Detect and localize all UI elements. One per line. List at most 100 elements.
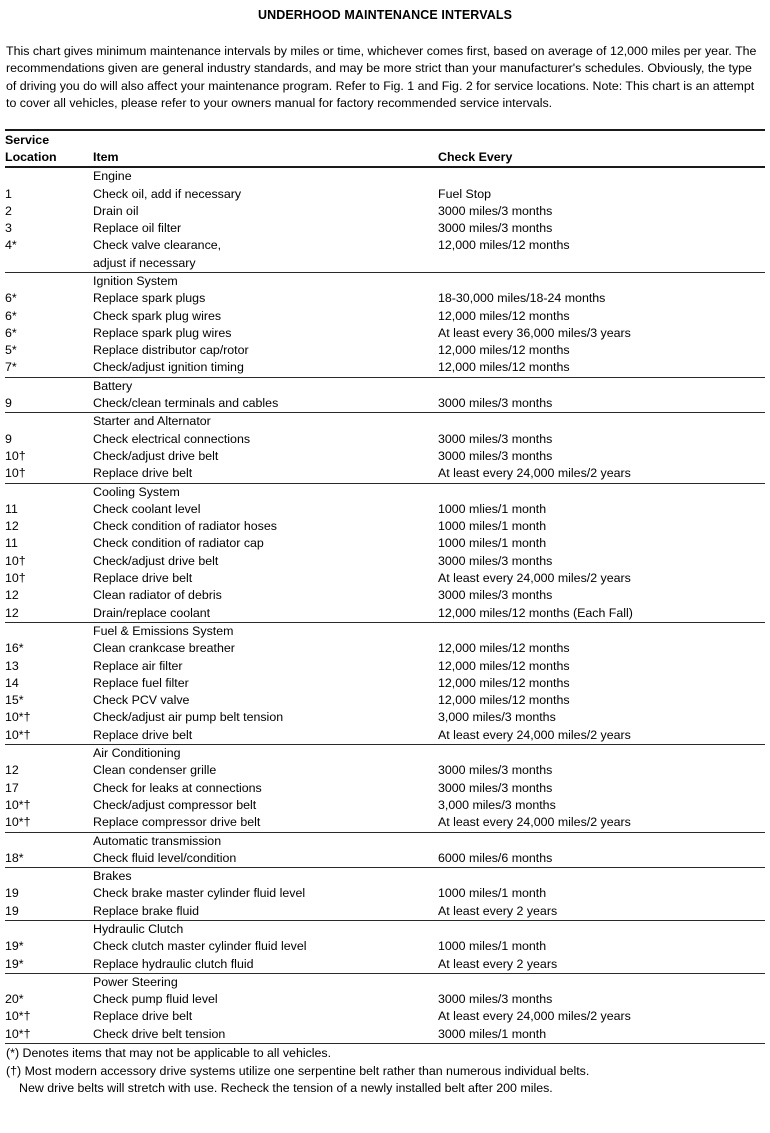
cell-service-location: 19* bbox=[5, 956, 24, 971]
section-name: Fuel & Emissions System bbox=[93, 623, 234, 638]
cell-check-every: Fuel Stop bbox=[438, 186, 492, 201]
cell-service-location: 10† bbox=[5, 553, 26, 568]
cell-item: Check spark plug wires bbox=[93, 308, 222, 323]
section-name: Engine bbox=[93, 169, 132, 184]
table-row: 17 Check for leaks at connections 3000 mil… bbox=[5, 780, 765, 797]
cell-service-location: 18* bbox=[5, 850, 24, 865]
table-row: 10*† Check/adjust compressor belt 3,000 mi… bbox=[5, 797, 765, 814]
cell-item: Drain oil bbox=[93, 203, 139, 218]
cell-item: Replace drive belt bbox=[93, 727, 193, 742]
table-row: 10*† Check/adjust air pump belt tension 3,… bbox=[5, 709, 765, 726]
cell-check-every: 3000 miles/3 months bbox=[438, 992, 553, 1007]
footnote-dagger: (†) Most modern accessory drive systems … bbox=[6, 1063, 765, 1098]
cell-item: Drain/replace coolant bbox=[93, 605, 211, 620]
cell-service-location: 10*† bbox=[5, 727, 31, 742]
section-divider-rule bbox=[5, 744, 765, 746]
cell-service-location: 17 bbox=[5, 780, 19, 795]
cell-service-location: 6* bbox=[5, 308, 17, 323]
cell-check-every: 3,000 miles/3 months bbox=[438, 710, 556, 725]
cell-check-every: 1000 mlies/1 month bbox=[438, 501, 547, 516]
cell-item: Replace spark plugs bbox=[93, 291, 206, 306]
cell-item: Replace drive belt bbox=[93, 1009, 193, 1024]
cell-item: Check PCV valve bbox=[93, 693, 190, 708]
cell-service-location: 3 bbox=[5, 221, 12, 236]
column-header-location-line1: Service bbox=[5, 132, 50, 147]
cell-check-every: 3000 miles/3 months bbox=[438, 396, 553, 411]
table-row: 16* Clean crankcase breather 12,000 miles/… bbox=[5, 640, 765, 657]
cell-service-location: 12 bbox=[5, 763, 19, 778]
cell-service-location: 14 bbox=[5, 675, 19, 690]
table-row: 10*† Check drive belt tension 3000 miles/1… bbox=[5, 1026, 765, 1044]
cell-check-every: At least every 2 years bbox=[438, 956, 558, 971]
cell-service-location: 10*† bbox=[5, 797, 31, 812]
cell-item: Replace air filter bbox=[93, 658, 183, 673]
cell-service-location: 15* bbox=[5, 693, 24, 708]
section-header-row: Brakes bbox=[5, 868, 765, 885]
table-row: 10† Replace drive belt At least every 24,0… bbox=[5, 570, 765, 587]
section-header-row: Air Conditioning bbox=[5, 745, 765, 762]
cell-check-every: 3000 miles/3 months bbox=[438, 763, 553, 778]
table-row: 18* Check fluid level/condition 6000 miles… bbox=[5, 850, 765, 868]
cell-check-every: 1000 miles/1 month bbox=[438, 886, 547, 901]
cell-check-every: At least every 24,000 miles/2 years bbox=[438, 815, 631, 830]
cell-service-location: 12 bbox=[5, 519, 19, 534]
cell-service-location: 10*† bbox=[5, 1026, 31, 1041]
table-row: 10† Check/adjust drive belt 3000 miles/3 m… bbox=[5, 448, 765, 465]
section-divider-rule bbox=[5, 622, 765, 623]
cell-check-every: 12,000 miles/12 months bbox=[438, 641, 570, 656]
cell-check-every: 12,000 miles/12 months bbox=[438, 360, 570, 375]
table-row: 9 Check/clean terminals and cables 3000 mi… bbox=[5, 395, 765, 413]
column-header-location-line2: Location bbox=[5, 149, 57, 164]
section-name: Starter and Alternator bbox=[93, 414, 211, 429]
table-row: 11 Check coolant level 1000 mlies/1 month bbox=[5, 501, 765, 518]
cell-service-location: 12 bbox=[5, 588, 19, 603]
cell-item: Check clutch master cylinder fluid level bbox=[93, 939, 307, 954]
cell-check-every: 12,000 miles/12 months bbox=[438, 675, 570, 690]
cell-service-location: 5* bbox=[5, 343, 17, 358]
cell-item: Clean radiator of debris bbox=[93, 588, 222, 603]
table-row: 19 Check brake master cylinder fluid leve… bbox=[5, 885, 765, 902]
section-header-row: Power Steering bbox=[5, 974, 765, 991]
cell-item: Check oil, add if necessary bbox=[93, 186, 242, 201]
table-row: 1 Check oil, add if necessary Fuel Stop bbox=[5, 186, 765, 203]
page-title: UNDERHOOD MAINTENANCE INTERVALS bbox=[257, 8, 513, 22]
cell-service-location: 13 bbox=[5, 658, 19, 673]
cell-check-every: 3000 miles/3 months bbox=[438, 553, 553, 568]
cell-check-every: At least every 36,000 miles/3 years bbox=[438, 325, 631, 340]
section-header-row: Automatic transmission bbox=[5, 833, 765, 850]
table-row: 12 Clean condenser grille 3000 miles/3 mon… bbox=[5, 762, 765, 779]
cell-item: Check drive belt tension bbox=[93, 1026, 226, 1041]
cell-check-every: 3000 miles/3 months bbox=[438, 203, 553, 218]
cell-service-location: 4* bbox=[5, 238, 17, 253]
cell-check-every: At least every 24,000 miles/2 years bbox=[438, 1009, 631, 1024]
section-header-row: Starter and Alternator bbox=[5, 413, 765, 430]
section-header-row: Hydraulic Clutch bbox=[5, 921, 765, 938]
cell-item: Check/adjust drive belt bbox=[93, 448, 219, 463]
table-row: 19 Replace brake fluid At least every 2 ye… bbox=[5, 903, 765, 921]
section-header-row: Fuel & Emissions System bbox=[5, 623, 765, 640]
intro-paragraph: This chart gives minimum maintenance int… bbox=[6, 44, 757, 111]
cell-item: Check for leaks at connections bbox=[93, 780, 262, 795]
section-divider-rule bbox=[5, 867, 765, 869]
table-row: 3 Replace oil filter 3000 miles/3 months bbox=[5, 220, 765, 237]
cell-item: Replace drive belt bbox=[93, 466, 193, 481]
table-row: 6* Replace spark plug wires At least every… bbox=[5, 325, 765, 342]
section-name: Cooling System bbox=[93, 484, 180, 499]
table-row: 6* Replace spark plugs 18-30,000 miles/18-… bbox=[5, 290, 765, 307]
cell-check-every: 12,000 miles/12 months (Each Fall) bbox=[438, 605, 633, 620]
cell-item: Replace drive belt bbox=[93, 571, 193, 586]
table-row: 19* Replace hydraulic clutch fluid At leas… bbox=[5, 956, 765, 974]
cell-service-location: 10*† bbox=[5, 1009, 31, 1024]
table-row: 13 Replace air filter 12,000 miles/12 mont… bbox=[5, 658, 765, 675]
table-row: 19* Check clutch master cylinder fluid le… bbox=[5, 938, 765, 955]
cell-check-every: 1000 miles/1 month bbox=[438, 939, 547, 954]
table-row: 14 Replace fuel filter 12,000 miles/12 mon… bbox=[5, 675, 765, 692]
cell-check-every: 3000 miles/3 months bbox=[438, 780, 553, 795]
table-row: 6* Check spark plug wires 12,000 miles/12 … bbox=[5, 308, 765, 325]
section-divider-rule bbox=[5, 412, 765, 414]
footnotes: (*) Denotes items that may not be applic… bbox=[6, 1045, 765, 1098]
cell-service-location: 10*† bbox=[5, 710, 31, 725]
section-header-row: Cooling System bbox=[5, 484, 765, 501]
table-row-continuation: adjust if necessary bbox=[5, 255, 765, 273]
table-row: 5* Replace distributor cap/rotor 12,000 mi… bbox=[5, 342, 765, 359]
